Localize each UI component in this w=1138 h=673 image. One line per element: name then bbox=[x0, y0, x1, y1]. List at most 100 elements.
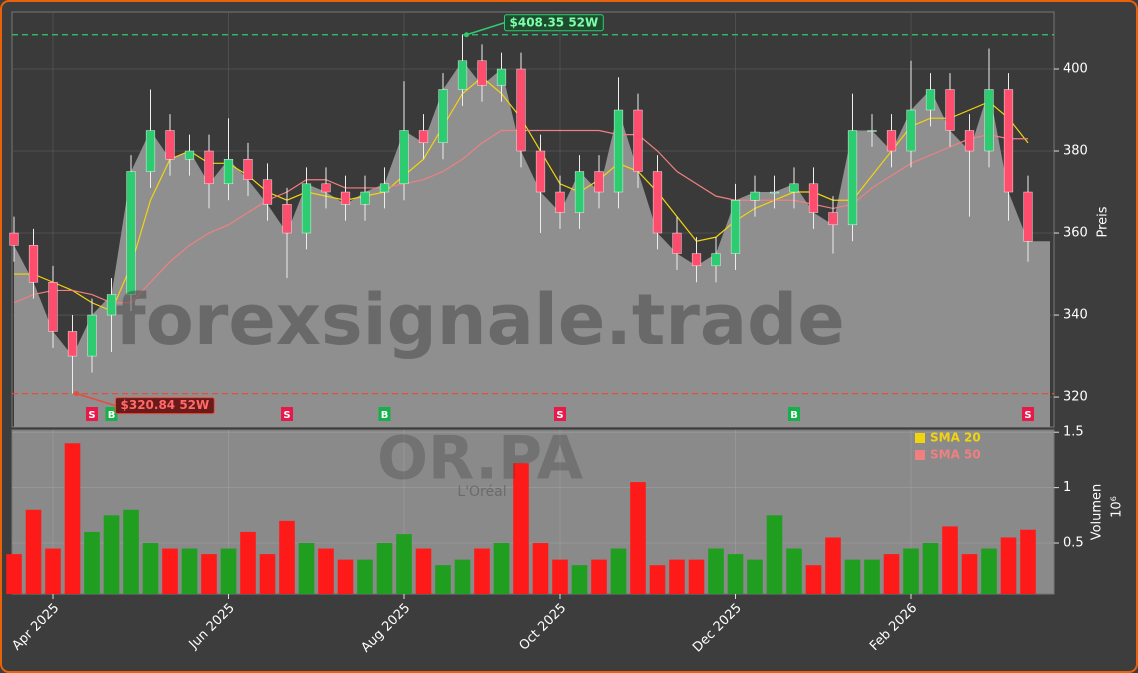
candle-body bbox=[574, 171, 585, 213]
candle-body bbox=[633, 109, 643, 172]
volume-bar bbox=[786, 548, 802, 594]
volume-bar bbox=[727, 554, 744, 594]
candle-body bbox=[340, 191, 351, 205]
volume-bar bbox=[688, 559, 705, 594]
candle-body bbox=[808, 183, 819, 213]
y-tick-label: 360 bbox=[1063, 226, 1088, 241]
candle-body bbox=[613, 109, 624, 193]
volume-bar bbox=[552, 559, 568, 594]
y-tick-label: 380 bbox=[1063, 144, 1088, 159]
volume-bar bbox=[669, 559, 685, 594]
y2-axis-label: Volumen bbox=[1090, 484, 1105, 541]
candle-body bbox=[1023, 191, 1033, 242]
candle-body bbox=[223, 159, 234, 185]
annotation-box bbox=[115, 397, 215, 415]
candle-body bbox=[243, 159, 253, 180]
y2-tick-label: 1 bbox=[1063, 480, 1071, 495]
candle-body bbox=[28, 245, 39, 283]
candle-body bbox=[828, 212, 838, 226]
volume-bar bbox=[220, 548, 237, 594]
candle-body bbox=[184, 150, 195, 160]
volume-bar bbox=[435, 565, 451, 594]
volume-bar bbox=[844, 559, 861, 594]
candle-body bbox=[945, 89, 955, 131]
volume-bar bbox=[84, 531, 100, 594]
volume-bar bbox=[825, 537, 841, 594]
legend-swatch bbox=[915, 433, 925, 443]
candle-body bbox=[87, 314, 97, 357]
signal-box bbox=[1022, 407, 1034, 421]
volume-bar bbox=[591, 559, 607, 594]
signal-label: B bbox=[108, 410, 116, 421]
volume-bar bbox=[259, 554, 276, 594]
volume-bar bbox=[45, 548, 61, 594]
y-tick-label: 400 bbox=[1063, 62, 1088, 77]
volume-bar bbox=[376, 543, 393, 594]
volume-bar bbox=[240, 531, 256, 594]
candle-body bbox=[165, 130, 175, 160]
volume-bar bbox=[532, 543, 549, 594]
candle-body bbox=[9, 232, 19, 246]
legend-label: SMA 50 bbox=[930, 448, 981, 462]
candle-body bbox=[321, 183, 331, 193]
signal-box bbox=[378, 407, 391, 421]
signal-box bbox=[788, 407, 800, 421]
candle-body bbox=[906, 109, 916, 152]
candle-body bbox=[652, 171, 663, 234]
candle-body bbox=[730, 200, 741, 254]
candle-body bbox=[847, 130, 858, 226]
annotation-arrowhead bbox=[74, 391, 79, 397]
volume-bar bbox=[610, 548, 627, 594]
signal-box bbox=[554, 407, 566, 421]
candle-body bbox=[925, 89, 936, 111]
volume-bar bbox=[630, 482, 646, 594]
volume-bar bbox=[513, 463, 529, 594]
volume-bar bbox=[6, 554, 22, 594]
candle-body bbox=[106, 294, 117, 316]
candle-body bbox=[750, 191, 760, 201]
y-axis-label: Preis bbox=[1096, 206, 1111, 237]
volume-bar bbox=[415, 548, 432, 594]
volume-bar bbox=[766, 515, 783, 594]
candle-body bbox=[204, 150, 214, 185]
signal-label: S bbox=[556, 410, 563, 421]
candle-body bbox=[145, 130, 156, 172]
candle-body bbox=[457, 60, 468, 90]
annotation-arrowhead bbox=[464, 32, 469, 38]
volume-bar bbox=[1000, 537, 1017, 594]
annotation-label: $408.35 52W bbox=[510, 15, 599, 29]
candle-body bbox=[886, 130, 897, 152]
volume-bar bbox=[922, 543, 939, 594]
signal-label: S bbox=[88, 410, 95, 421]
signal-label: S bbox=[283, 410, 290, 421]
candle-body bbox=[379, 183, 390, 193]
legend-swatch bbox=[915, 450, 925, 460]
volume-bar bbox=[708, 548, 724, 594]
watermark: forexsignale.trade bbox=[115, 279, 844, 361]
y-tick-label: 340 bbox=[1063, 308, 1088, 323]
signal-box bbox=[86, 407, 98, 421]
annotation-arrow bbox=[76, 392, 116, 407]
candle-body bbox=[48, 282, 58, 332]
ticker-watermark: OR.PA bbox=[377, 424, 584, 494]
candle-body bbox=[360, 191, 370, 205]
volume-bar bbox=[123, 509, 139, 594]
candle-body bbox=[282, 204, 292, 234]
volume-bar bbox=[942, 526, 958, 594]
y2-exponent: 10⁶ bbox=[1110, 496, 1125, 518]
signal-label: B bbox=[790, 410, 798, 421]
candle-body bbox=[535, 150, 546, 193]
y2-tick-label: 0.5 bbox=[1063, 536, 1084, 551]
volume-bar bbox=[883, 554, 900, 594]
volume-bar bbox=[805, 565, 822, 594]
candle-body bbox=[594, 171, 604, 193]
annotation-arrow bbox=[466, 22, 505, 36]
candle-body bbox=[984, 89, 994, 152]
volume-bar bbox=[649, 565, 666, 594]
candle-body bbox=[691, 253, 702, 267]
volume-bar bbox=[337, 559, 354, 594]
volume-bar bbox=[279, 520, 295, 594]
volume-bar bbox=[1020, 529, 1036, 594]
candle-body bbox=[301, 183, 312, 234]
